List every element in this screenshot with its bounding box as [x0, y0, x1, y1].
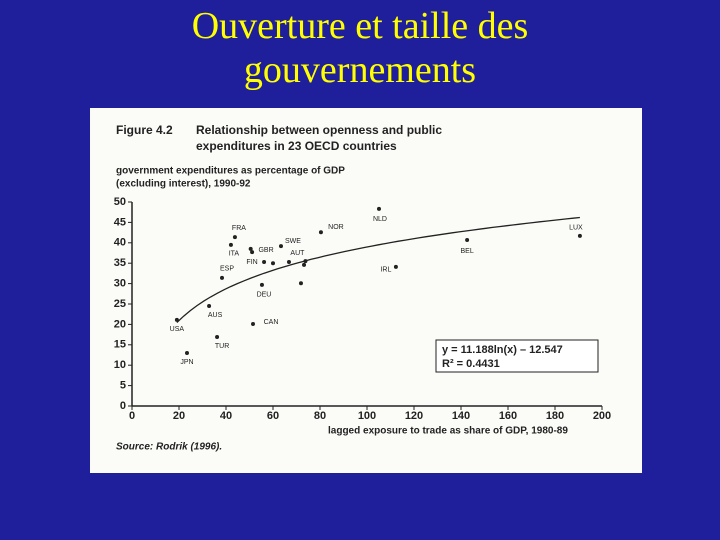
point [232, 235, 237, 240]
point [303, 259, 308, 264]
y-tick-label: 10 [114, 359, 126, 371]
point [271, 261, 275, 266]
point-label: LUX [569, 225, 583, 232]
y-tick-label: 35 [114, 257, 126, 269]
x-tick-label: 100 [358, 410, 376, 422]
chart-title: expenditures in 23 OECD countries [196, 139, 397, 153]
point-label: FIN [246, 259, 257, 266]
point-label: NOR [328, 224, 344, 231]
point [174, 317, 179, 322]
point-label: IRL [380, 267, 391, 274]
x-tick-label: 200 [593, 410, 611, 422]
point [393, 264, 398, 269]
point [184, 350, 189, 355]
point-label: TUR [215, 343, 229, 350]
y-tick-label: 40 [114, 237, 126, 249]
point-label: SWE [285, 238, 301, 245]
point [207, 304, 212, 309]
point [465, 237, 470, 242]
point [286, 259, 291, 264]
y-tick-label: 20 [114, 318, 126, 330]
point [259, 282, 264, 287]
point [318, 230, 323, 235]
point-label: BEL [460, 248, 473, 255]
y-tick-label: 15 [114, 339, 126, 351]
point [220, 275, 225, 280]
y-tick-label: 50 [114, 196, 126, 208]
trendline [176, 216, 580, 323]
y-tick-label: 5 [120, 380, 126, 392]
point-label: DEU [257, 292, 272, 299]
r-squared: R² = 0.4431 [442, 358, 500, 370]
x-tick-label: 140 [452, 410, 470, 422]
point [215, 335, 220, 340]
point-label: CAN [264, 319, 279, 326]
point [251, 321, 256, 326]
chart-title: Relationship between openness and public [196, 123, 442, 137]
equation: y = 11.188ln(x) – 12.547 [442, 344, 563, 356]
x-tick-label: 0 [129, 410, 135, 422]
point-label: GBR [258, 247, 273, 254]
point-label: AUT [290, 250, 305, 257]
x-tick-label: 180 [546, 410, 564, 422]
point-label: NLD [373, 216, 387, 223]
x-tick-label: 120 [405, 410, 423, 422]
y-axis-label: government expenditures as percentage of… [116, 166, 345, 177]
point [250, 250, 255, 255]
point [577, 233, 582, 238]
x-tick-label: 20 [173, 410, 185, 422]
point [228, 242, 233, 247]
point [262, 259, 267, 264]
point-label: USA [170, 326, 185, 333]
figure-panel [90, 108, 642, 473]
point [278, 244, 283, 249]
x-tick-label: 40 [220, 410, 232, 422]
slide-title: Ouverture et taille des gouvernements [191, 5, 529, 91]
point [302, 262, 307, 267]
y-tick-label: 25 [114, 298, 126, 310]
figure-number: Figure 4.2 [116, 123, 173, 137]
x-tick-label: 160 [499, 410, 517, 422]
point-label: FRA [232, 225, 246, 232]
y-tick-label: 30 [114, 278, 126, 290]
y-tick-label: 45 [114, 216, 126, 228]
point-label: JPN [180, 359, 193, 366]
point [376, 206, 381, 211]
point-label: ITA [229, 251, 240, 258]
x-tick-label: 80 [314, 410, 326, 422]
point-label: AUS [208, 312, 223, 319]
point [298, 281, 303, 286]
source: Source: Rodrik (1996). [116, 442, 222, 453]
x-tick-label: 60 [267, 410, 279, 422]
y-axis-label: (excluding interest), 1990-92 [116, 179, 251, 190]
point-label: ESP [220, 266, 234, 273]
y-tick-label: 0 [120, 400, 126, 412]
equation-box [435, 339, 599, 373]
point [248, 246, 253, 251]
x-axis-label: lagged exposure to trade as share of GDP… [328, 426, 568, 437]
